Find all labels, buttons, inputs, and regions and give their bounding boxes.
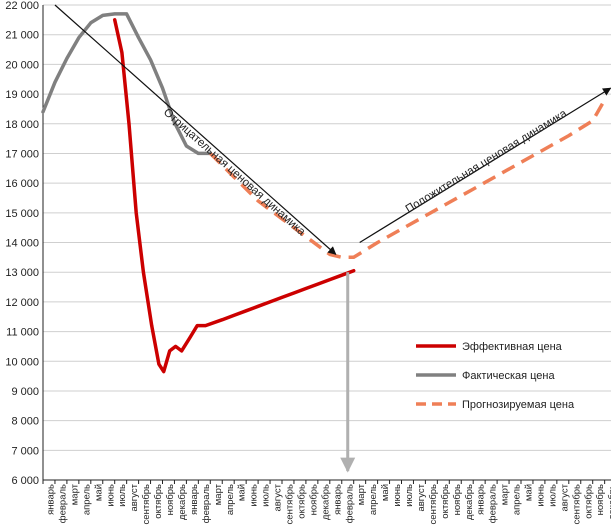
x-tick-label: январь [46,484,57,515]
annotation-arrow [54,4,337,255]
x-tick-label: июль [261,484,272,507]
y-tick-label: 22 000 [5,0,39,12]
y-tick-label: 17 000 [5,148,39,160]
series-layer [41,12,607,374]
legend-label: Прогнозируемая цена [462,399,575,411]
x-tick-label: октябрь [296,484,307,519]
x-tick-label: май [524,484,535,501]
x-tick-label: ноябрь [595,484,606,515]
x-tick-label: ноябрь [308,484,319,515]
x-tick-label: октябрь [440,484,451,519]
y-tick-label: 19 000 [5,89,39,101]
x-tick-label: июнь [392,484,403,507]
x-tick-label: сентябрь [571,484,582,524]
x-tick-label: сентябрь [141,484,152,524]
y-tick-label: 7 000 [11,445,39,457]
y-tick-label: 11 000 [6,327,39,339]
x-tick-label: сентябрь [285,484,296,524]
x-tick-label: февраль [488,484,499,523]
x-tick-label: февраль [57,484,68,523]
x-tick-label: май [237,484,248,501]
y-tick-label: 10 000 [5,356,39,368]
x-tick-label: январь [189,484,200,515]
legend-label: Фактическая цена [462,370,556,382]
y-tick-label: 9 000 [11,386,39,398]
x-tick-label: декабрь [320,484,331,520]
y-tick-label: 13 000 [5,267,39,279]
x-tick-label: август [559,483,570,511]
x-tick-label: июль [117,484,128,507]
x-tick-label: июнь [105,484,116,507]
axes: 6 000 7 000 8 000 9 000 10 000 11 000 12 000 13… [5,0,611,524]
x-tick-label: апрель [368,484,379,515]
x-tick-label: март [500,483,511,505]
x-tick-label: июль [547,484,558,507]
series-line-0 [41,12,213,156]
x-tick-label: август [416,483,427,511]
legend: Эффективная цена Фактическая цена Прогнози… [416,341,575,411]
x-tick-label: март [356,483,367,505]
annotation-label: Отрицательная ценовая динамика [161,106,308,238]
x-tick-label: февраль [201,484,212,523]
x-tick-label: декабрь [177,484,188,520]
x-tick-label: январь [476,484,487,515]
x-tick-label: май [380,484,391,501]
x-tick-label: апрель [225,484,236,515]
x-tick-label: февраль [344,484,355,523]
x-tick-label: март [69,483,80,505]
x-tick-label: июль [404,484,415,507]
y-tick-label: 12 000 [5,297,39,309]
x-tick-label: декабрь [607,484,611,520]
y-tick-label: 20 000 [5,59,39,71]
x-tick-label: июнь [535,484,546,507]
x-tick-label: май [93,484,104,501]
y-tick-label: 14 000 [5,238,39,250]
series-line-2 [209,99,607,260]
x-tick-label: декабрь [464,484,475,520]
y-tick-label: 15 000 [5,208,39,220]
x-tick-label: январь [332,484,343,515]
x-tick-label: апрель [512,484,523,515]
x-tick-label: сентябрь [428,484,439,524]
y-tick-label: 6 000 [11,475,39,487]
annotation-arrow [359,87,611,244]
y-tick-label: 21 000 [5,30,39,42]
x-tick-label: ноябрь [165,484,176,515]
y-tick-label: 8 000 [11,416,39,428]
x-tick-label: март [213,483,224,505]
x-tick-label: апрель [81,484,92,515]
legend-label: Эффективная цена [462,341,563,353]
x-tick-label: июнь [249,484,260,507]
x-tick-label: август [129,483,140,511]
x-tick-label: ноябрь [452,484,463,515]
series-line-1 [112,18,356,374]
x-tick-label: октябрь [583,484,594,519]
y-tick-label: 18 000 [5,119,39,131]
y-tick-label: 16 000 [5,178,39,190]
x-tick-label: октябрь [153,484,164,519]
x-tick-label: август [273,483,284,511]
